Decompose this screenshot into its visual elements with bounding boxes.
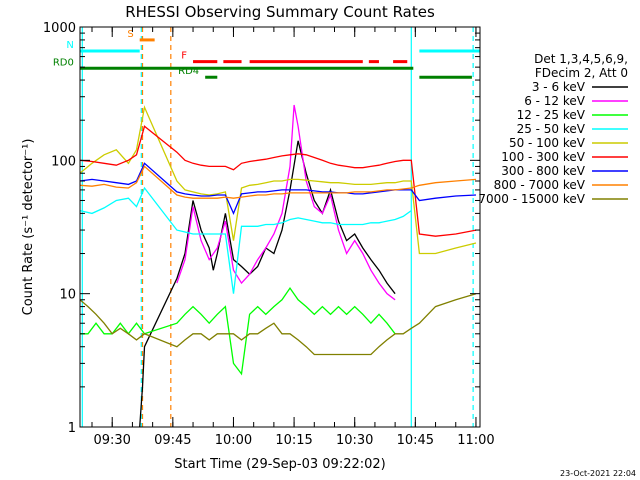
y-axis: 1 10 100 1000 — [43, 21, 480, 436]
y-tick-label-3: 1000 — [43, 21, 76, 36]
legend-header-1: Det 1,3,4,5,6,9, — [534, 52, 628, 66]
y-tick-label-1: 10 — [59, 288, 76, 303]
series-line-2 — [79, 286, 396, 376]
x-tick-label-0: 09:30 — [93, 433, 130, 448]
flag-label-0: S — [127, 29, 133, 40]
legend-label-5: 100 - 300 keV — [501, 150, 585, 164]
legend-label-6: 300 - 800 keV — [501, 164, 585, 178]
plot-area: S N F RD0 RD4 — [53, 27, 480, 428]
x-tick-label-3: 10:15 — [275, 433, 312, 448]
series-line-4 — [79, 105, 477, 255]
legend-label-0: 3 - 6 keV — [532, 80, 586, 94]
flag-label-1: N — [66, 40, 73, 51]
x-tick-label-1: 09:45 — [154, 433, 191, 448]
plot-frame — [79, 26, 481, 428]
series-line-5 — [79, 125, 477, 237]
y-tick-label-0: 1 — [68, 421, 76, 436]
series-line-8 — [79, 293, 477, 356]
flag-label-8: RD0 — [53, 57, 74, 68]
x-axis: 09:30 09:45 10:00 10:15 10:30 10:45 11:00 — [91, 27, 495, 448]
series-line-0 — [139, 140, 396, 428]
series-line-3 — [79, 186, 412, 294]
x-tick-label-5: 10:45 — [397, 433, 434, 448]
series-line-1 — [176, 104, 396, 301]
legend-label-3: 25 - 50 keV — [517, 122, 586, 136]
legend-label-4: 50 - 100 keV — [509, 136, 586, 150]
legend-label-7: 800 - 7000 keV — [494, 178, 586, 192]
flag-label-10: RD4 — [178, 66, 199, 77]
x-axis-label: Start Time (29-Sep-03 09:22:02) — [174, 457, 385, 472]
chart-title: RHESSI Observing Summary Count Rates — [125, 3, 435, 21]
series-line-7 — [79, 165, 477, 199]
legend-header-2: FDecim 2, Att 0 — [535, 66, 628, 80]
x-tick-label-4: 10:30 — [336, 433, 373, 448]
flag-label-3: F — [181, 51, 187, 62]
x-tick-label-6: 11:00 — [457, 433, 494, 448]
y-axis-label: Count Rate (s⁻¹ detector⁻¹) — [21, 139, 36, 316]
x-tick-label-2: 10:00 — [215, 433, 252, 448]
legend: Det 1,3,4,5,6,9, FDecim 2, Att 0 3 - 6 k… — [478, 52, 628, 206]
legend-label-1: 6 - 12 keV — [524, 94, 586, 108]
series-line-6 — [79, 162, 477, 216]
legend-label-8: 7000 - 15000 keV — [478, 192, 585, 206]
legend-label-2: 12 - 25 keV — [517, 108, 586, 122]
y-tick-label-2: 100 — [51, 154, 76, 169]
render-timestamp: 23-Oct-2021 22:04 — [560, 469, 636, 478]
